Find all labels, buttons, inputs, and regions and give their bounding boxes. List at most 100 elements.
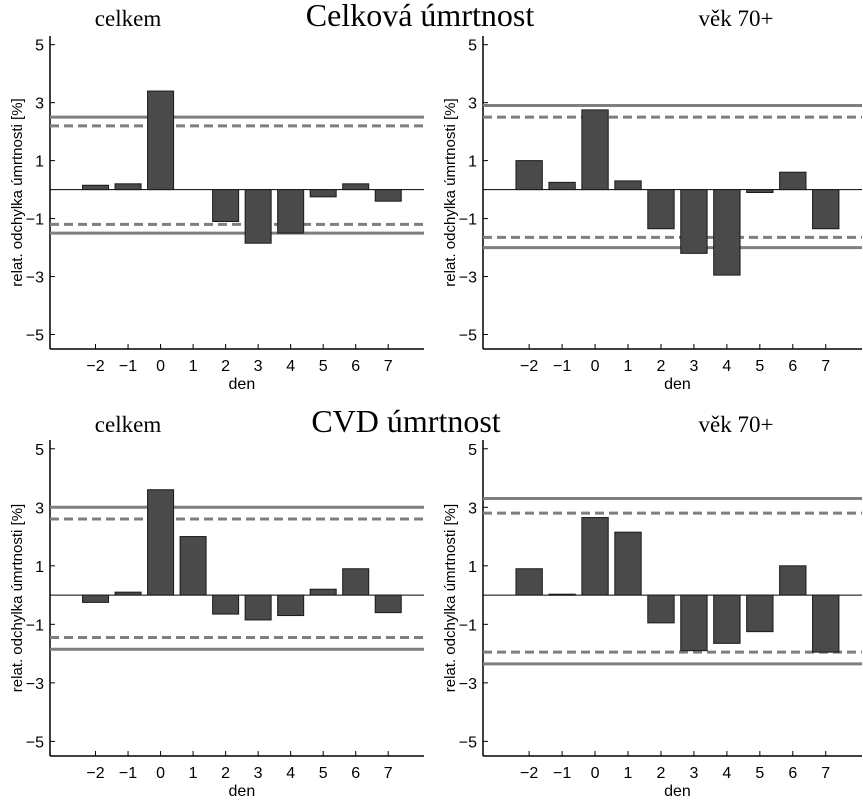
x-tick-label: −1	[553, 765, 571, 782]
y-tick-label: 1	[35, 154, 44, 171]
bar	[581, 109, 609, 191]
y-tick-label: −5	[459, 734, 477, 751]
bar	[147, 489, 175, 596]
bar	[548, 181, 576, 191]
x-tick-label: 2	[657, 765, 666, 782]
panel-label: celkem	[95, 412, 162, 437]
bar	[614, 180, 642, 191]
x-tick-label: 7	[821, 765, 830, 782]
bar	[779, 171, 807, 191]
y-tick-label: −5	[459, 328, 477, 345]
bar	[309, 588, 337, 596]
chart-panels: celkem −5 −3 −1 1 3 5 relat. odchylka úmrtnosti…	[9, 6, 862, 800]
bar	[647, 189, 675, 230]
bar	[515, 568, 543, 596]
x-axis-label: den	[664, 376, 691, 393]
x-tick-label: 6	[788, 358, 797, 375]
x-tick-label: 1	[189, 358, 198, 375]
bar	[277, 189, 305, 234]
x-axis-label: den	[229, 783, 256, 800]
y-axis-label: relat. odchylka úmrtnosti [%]	[9, 98, 26, 286]
x-tick-label: 1	[189, 765, 198, 782]
bar	[680, 189, 708, 254]
panel-label: věk 70+	[699, 412, 774, 437]
bar	[713, 189, 741, 276]
bar	[179, 536, 207, 596]
x-tick-label: 2	[221, 358, 230, 375]
x-tick-label: −2	[520, 765, 538, 782]
bar	[515, 160, 543, 191]
section-title-total: Celková úmrtnost	[306, 0, 535, 33]
x-tick-label: 0	[591, 765, 600, 782]
x-tick-label: 7	[384, 358, 393, 375]
x-axis-label: den	[664, 783, 691, 800]
bar	[812, 594, 840, 653]
bar	[309, 189, 337, 198]
bar	[212, 594, 240, 615]
y-tick-label: 1	[468, 559, 477, 576]
x-axis-label: den	[229, 376, 256, 393]
x-tick-label: 7	[821, 358, 830, 375]
bar	[342, 568, 370, 596]
x-tick-label: 3	[689, 765, 698, 782]
y-tick-label: 1	[35, 559, 44, 576]
x-tick-label: 0	[591, 358, 600, 375]
bar	[277, 594, 305, 617]
y-tick-label: −3	[459, 676, 477, 693]
x-tick-label: 0	[156, 358, 165, 375]
y-tick-label: −1	[26, 617, 44, 634]
x-tick-label: 7	[384, 765, 393, 782]
bar	[342, 183, 370, 191]
bar	[212, 189, 240, 222]
y-tick-label: 3	[35, 500, 44, 517]
x-tick-label: 4	[722, 765, 731, 782]
x-tick-label: 6	[351, 358, 360, 375]
x-tick-label: 3	[254, 765, 263, 782]
bar	[114, 183, 142, 191]
x-tick-label: 6	[351, 765, 360, 782]
x-tick-label: −2	[86, 358, 104, 375]
y-tick-label: 5	[468, 38, 477, 55]
panel-label: celkem	[95, 6, 162, 31]
x-tick-label: 2	[221, 765, 230, 782]
y-tick-label: −3	[26, 676, 44, 693]
chart-panel-2: věk 70+ −5 −3 −1 1 3 5 relat. odchylka úmrtnost…	[442, 6, 862, 393]
section-title-cvd: CVD úmrtnost	[311, 403, 500, 439]
y-tick-label: −1	[459, 212, 477, 229]
y-tick-label: −1	[459, 617, 477, 634]
y-tick-label: −5	[26, 328, 44, 345]
x-tick-label: 6	[788, 765, 797, 782]
bar	[244, 594, 272, 621]
y-tick-label: 1	[468, 154, 477, 171]
x-tick-label: 5	[755, 765, 764, 782]
x-tick-label: 5	[319, 765, 328, 782]
x-tick-label: 4	[286, 765, 295, 782]
x-tick-label: −2	[86, 765, 104, 782]
chart-panel-3: celkem −5 −3 −1 1 3 5 relat. odchylka úmrtnosti…	[9, 412, 424, 800]
bar	[647, 594, 675, 624]
x-tick-label: 2	[657, 358, 666, 375]
bar	[374, 189, 402, 202]
x-tick-label: 3	[689, 358, 698, 375]
y-tick-label: −3	[26, 270, 44, 287]
bar	[614, 531, 642, 596]
y-axis-label: relat. odchylka úmrtnosti [%]	[442, 504, 459, 692]
x-tick-label: 1	[624, 765, 633, 782]
y-tick-label: 5	[468, 442, 477, 459]
bar	[147, 90, 175, 191]
bar	[680, 594, 708, 652]
x-tick-label: −1	[553, 358, 571, 375]
x-tick-label: −1	[119, 765, 137, 782]
x-tick-label: 4	[722, 358, 731, 375]
x-tick-label: 3	[254, 358, 263, 375]
y-tick-label: 3	[468, 96, 477, 113]
bar	[82, 594, 110, 603]
y-tick-label: 3	[468, 500, 477, 517]
panel-label: věk 70+	[699, 6, 774, 31]
y-tick-label: 5	[35, 38, 44, 55]
bar	[244, 189, 272, 244]
x-tick-label: −1	[119, 358, 137, 375]
y-axis-label: relat. odchylka úmrtnosti [%]	[442, 98, 459, 286]
y-tick-label: 5	[35, 442, 44, 459]
